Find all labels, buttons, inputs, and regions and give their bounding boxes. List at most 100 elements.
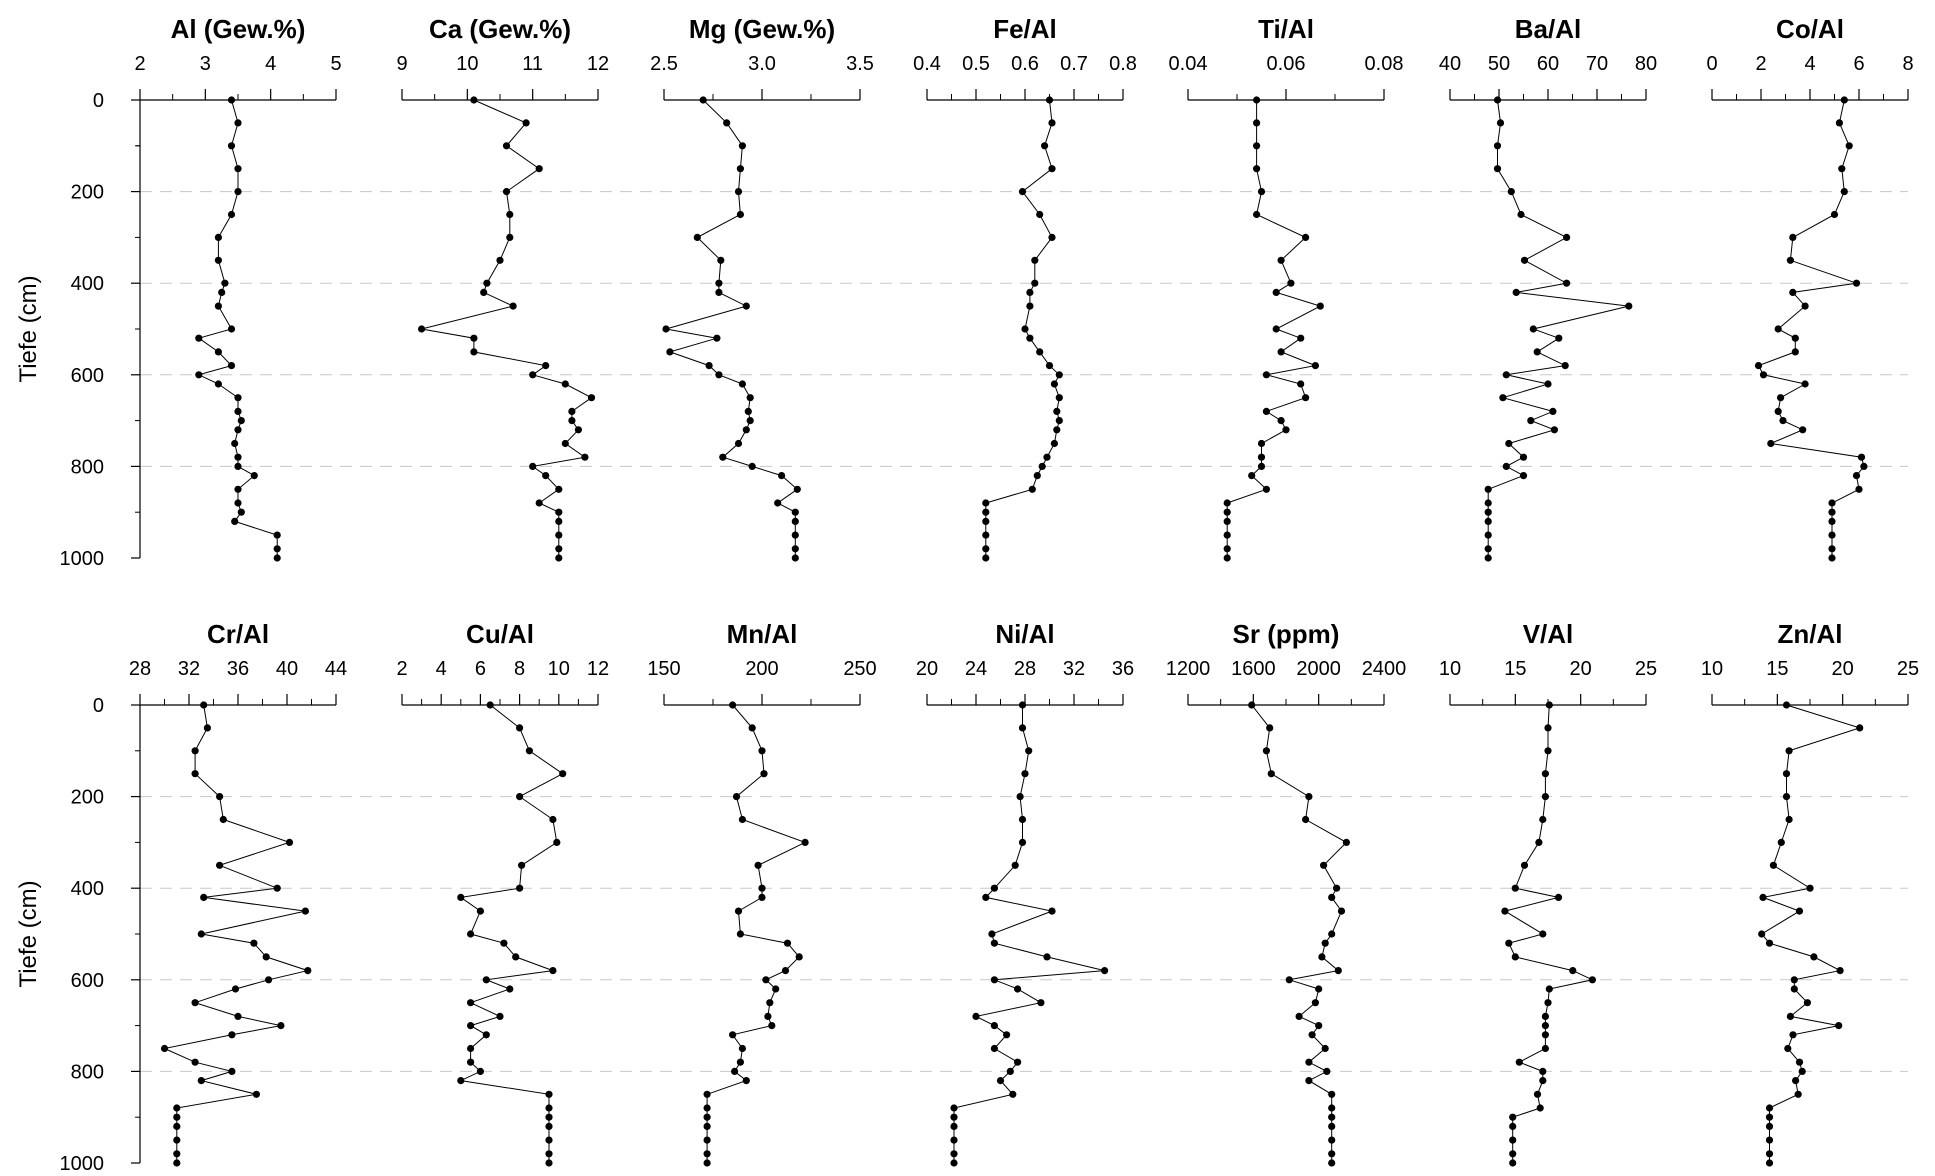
data-point bbox=[1328, 1159, 1336, 1167]
data-point bbox=[1026, 334, 1034, 342]
data-point bbox=[525, 747, 534, 755]
data-point bbox=[1774, 325, 1782, 333]
data-point bbox=[748, 462, 756, 470]
data-point bbox=[1830, 210, 1839, 219]
row-1-depth-axis: 0 200 400 600 800 1000 Tiefe (cm) bbox=[15, 90, 1908, 570]
x-tick-label: 11 bbox=[522, 53, 543, 75]
data-point bbox=[1493, 142, 1502, 150]
panel-5: Ti/Al 0.04 0.06 0.08 bbox=[1169, 14, 1403, 562]
data-point bbox=[1541, 1022, 1549, 1030]
data-point bbox=[1782, 793, 1791, 801]
data-point bbox=[1038, 462, 1046, 470]
data-point bbox=[467, 1044, 475, 1053]
data-point bbox=[1795, 907, 1804, 915]
data-point bbox=[173, 1122, 181, 1130]
data-point bbox=[191, 1058, 199, 1066]
panel-9: Cu/Al 2 4 6 8 10 12 bbox=[396, 619, 609, 1167]
depth-tick-label: 1000 bbox=[60, 1153, 105, 1175]
x-tick-label: 0.5 bbox=[962, 53, 990, 75]
data-point bbox=[1045, 362, 1054, 370]
data-point bbox=[1493, 96, 1502, 104]
data-point bbox=[1545, 701, 1553, 709]
data-point bbox=[1855, 485, 1863, 493]
data-point bbox=[1517, 210, 1525, 219]
data-point bbox=[736, 930, 745, 938]
data-point bbox=[1758, 930, 1766, 938]
data-point bbox=[1544, 999, 1552, 1007]
panel-title: Al (Gew.%) bbox=[171, 14, 306, 44]
data-point bbox=[1316, 302, 1324, 310]
data-point bbox=[1248, 701, 1256, 709]
x-tick-label: 24 bbox=[965, 658, 987, 680]
data-point bbox=[1223, 508, 1231, 516]
data-point bbox=[1009, 1090, 1017, 1098]
data-point bbox=[214, 302, 222, 310]
data-point bbox=[1043, 453, 1051, 461]
x-tick-label: 70 bbox=[1586, 53, 1608, 75]
data-point bbox=[470, 334, 478, 342]
data-point bbox=[703, 1090, 711, 1098]
data-point bbox=[1774, 407, 1782, 415]
data-point bbox=[1328, 1150, 1336, 1158]
data-point bbox=[1055, 417, 1063, 425]
data-point bbox=[1509, 1122, 1517, 1130]
data-point bbox=[1302, 815, 1310, 824]
data-point bbox=[234, 462, 242, 470]
data-point bbox=[793, 485, 801, 493]
depth-tick-label: 0 bbox=[93, 90, 104, 112]
panel-title: Zn/Al bbox=[1778, 619, 1843, 649]
data-point bbox=[545, 1136, 553, 1144]
x-tick-label: 80 bbox=[1635, 53, 1657, 75]
data-point bbox=[982, 893, 990, 902]
data-point bbox=[1512, 288, 1520, 296]
data-point bbox=[1835, 119, 1843, 127]
data-point bbox=[982, 545, 990, 553]
data-point bbox=[703, 1159, 711, 1167]
data-point bbox=[1014, 1058, 1022, 1066]
x-tick-label: 10 bbox=[456, 53, 478, 75]
data-point bbox=[1053, 407, 1061, 415]
data-point bbox=[719, 453, 727, 461]
data-point bbox=[1262, 747, 1270, 755]
data-point bbox=[1484, 485, 1492, 493]
data-point bbox=[791, 545, 799, 553]
x-tick-label: 20 bbox=[1570, 658, 1592, 680]
data-point bbox=[1493, 165, 1502, 173]
data-point bbox=[1323, 1067, 1331, 1075]
data-point bbox=[506, 233, 514, 241]
data-point bbox=[990, 1044, 999, 1053]
x-tick-label: 10 bbox=[1439, 658, 1461, 680]
data-point bbox=[1554, 893, 1563, 902]
data-point bbox=[754, 861, 762, 869]
data-point bbox=[768, 1022, 776, 1030]
data-point bbox=[549, 815, 557, 824]
data-point bbox=[231, 517, 239, 526]
x-tick-label: 2000 bbox=[1296, 658, 1341, 680]
data-point bbox=[982, 508, 990, 516]
data-point bbox=[1101, 967, 1109, 975]
data-point bbox=[234, 407, 242, 415]
data-point bbox=[1021, 325, 1029, 333]
data-point bbox=[703, 1136, 711, 1144]
data-point bbox=[1836, 967, 1844, 975]
data-point bbox=[1838, 165, 1846, 173]
x-tick-label: 12 bbox=[587, 658, 609, 680]
data-point bbox=[285, 838, 294, 847]
data-point bbox=[173, 1104, 181, 1112]
data-point bbox=[1223, 554, 1231, 562]
data-point bbox=[1011, 861, 1019, 869]
x-tick-label: 0 bbox=[1706, 53, 1717, 75]
panel-title: Cr/Al bbox=[207, 619, 269, 649]
data-point bbox=[1328, 1090, 1336, 1098]
data-point bbox=[228, 1067, 236, 1075]
data-point bbox=[1053, 426, 1061, 434]
data-point bbox=[273, 884, 281, 892]
data-point bbox=[227, 362, 236, 370]
data-point bbox=[1789, 1031, 1797, 1039]
data-point bbox=[1502, 462, 1510, 470]
data-point bbox=[1262, 407, 1270, 415]
data-point bbox=[1569, 967, 1577, 975]
data-point bbox=[1803, 999, 1811, 1007]
data-point bbox=[1006, 1067, 1014, 1075]
data-point bbox=[778, 472, 786, 480]
